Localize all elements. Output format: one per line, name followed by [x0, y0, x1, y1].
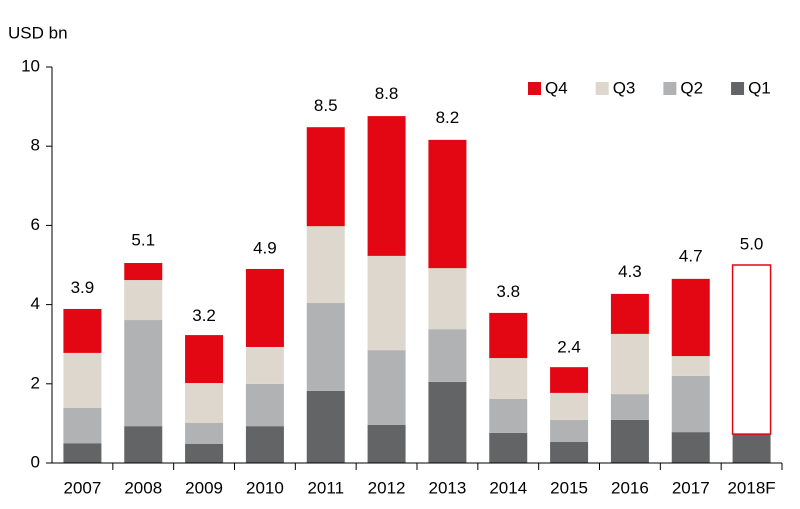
- bar-segment: [367, 116, 406, 256]
- total-label: 3.2: [192, 306, 216, 325]
- bar-segment: [732, 434, 771, 463]
- x-tick-label: 2010: [246, 478, 284, 497]
- bar-segment: [306, 226, 345, 304]
- bar-segment: [367, 350, 406, 425]
- bar-segment: [489, 312, 528, 359]
- bar-segment: [367, 255, 406, 351]
- legend-label: Q3: [613, 78, 636, 97]
- total-label: 4.9: [253, 238, 277, 257]
- y-tick-label: 0: [31, 452, 40, 471]
- x-tick-label: 2008: [124, 478, 162, 497]
- bar-segment: [185, 335, 224, 384]
- bar-segment: [550, 367, 589, 393]
- y-tick-label: 2: [31, 373, 40, 392]
- y-axis-label: USD bn: [8, 23, 68, 42]
- bar-segment: [245, 383, 284, 427]
- x-tick-label: 2016: [611, 478, 649, 497]
- legend-swatch: [663, 82, 677, 95]
- bar-segment: [185, 423, 224, 444]
- bar-segment: [124, 320, 163, 427]
- bar-segment: [63, 308, 102, 353]
- bar-segment: [610, 293, 649, 334]
- legend-swatch: [595, 82, 609, 95]
- bar-segment: [367, 424, 406, 463]
- bar-segment: [550, 442, 589, 463]
- bar-segment: [185, 383, 224, 424]
- x-tick-label: 2017: [672, 478, 710, 497]
- x-tick-label: 2009: [185, 478, 223, 497]
- bar-segment: [428, 329, 467, 382]
- bar-segment: [428, 268, 467, 330]
- bar-segment: [185, 443, 224, 463]
- bar-segment: [671, 356, 710, 376]
- bar-segment: [489, 398, 528, 433]
- bar-segment: [428, 139, 467, 269]
- bar-segment: [63, 443, 102, 463]
- total-label: 3.8: [496, 282, 520, 301]
- bar-segment: [489, 432, 528, 463]
- total-label: 8.8: [375, 84, 399, 103]
- x-tick-label: 2014: [489, 478, 527, 497]
- x-tick-label: 2007: [64, 478, 102, 497]
- x-tick-label: 2012: [368, 478, 406, 497]
- bar-segment: [124, 263, 163, 281]
- legend-label: Q4: [545, 78, 568, 97]
- bar-segment: [671, 375, 710, 433]
- bar-segment: [245, 426, 284, 463]
- y-tick-label: 8: [31, 136, 40, 155]
- bar-segment: [245, 346, 284, 384]
- legend-swatch: [528, 82, 541, 95]
- x-tick-label: 2013: [429, 478, 467, 497]
- bar-segment: [731, 264, 772, 435]
- bar-segment: [610, 394, 649, 420]
- x-tick-label: 2018F: [727, 478, 775, 497]
- total-label: 8.5: [314, 96, 338, 115]
- bar-segment: [63, 352, 102, 408]
- bar-segment: [63, 407, 102, 444]
- x-tick-label: 2015: [550, 478, 588, 497]
- total-label: 8.2: [436, 108, 460, 127]
- y-tick-label: 10: [21, 56, 40, 75]
- total-label: 5.1: [131, 231, 155, 250]
- bar-segment: [306, 303, 345, 391]
- x-tick-label: 2011: [307, 478, 344, 497]
- bar-segment: [124, 280, 163, 321]
- bar-segment: [671, 432, 710, 463]
- bar-segment: [671, 278, 710, 357]
- bar-segment: [306, 127, 345, 227]
- bar-segment: [428, 381, 467, 463]
- bar-segment: [124, 426, 163, 463]
- bar-segment: [245, 268, 284, 347]
- total-label: 4.7: [679, 246, 703, 265]
- legend-swatch: [731, 82, 745, 95]
- total-label: 4.3: [618, 262, 642, 281]
- y-tick-label: 6: [31, 215, 40, 234]
- legend-label: Q2: [680, 78, 703, 97]
- bar-segment: [610, 333, 649, 395]
- y-tick-label: 4: [31, 294, 40, 313]
- bar-segment: [550, 419, 589, 443]
- total-label: 5.0: [740, 234, 764, 253]
- bar-segment: [489, 358, 528, 399]
- bar-segment: [550, 392, 589, 420]
- legend-label: Q1: [748, 78, 771, 97]
- bar-segment: [610, 419, 649, 463]
- bar-segment: [306, 390, 345, 463]
- total-label: 2.4: [557, 337, 581, 356]
- total-label: 3.9: [71, 278, 95, 297]
